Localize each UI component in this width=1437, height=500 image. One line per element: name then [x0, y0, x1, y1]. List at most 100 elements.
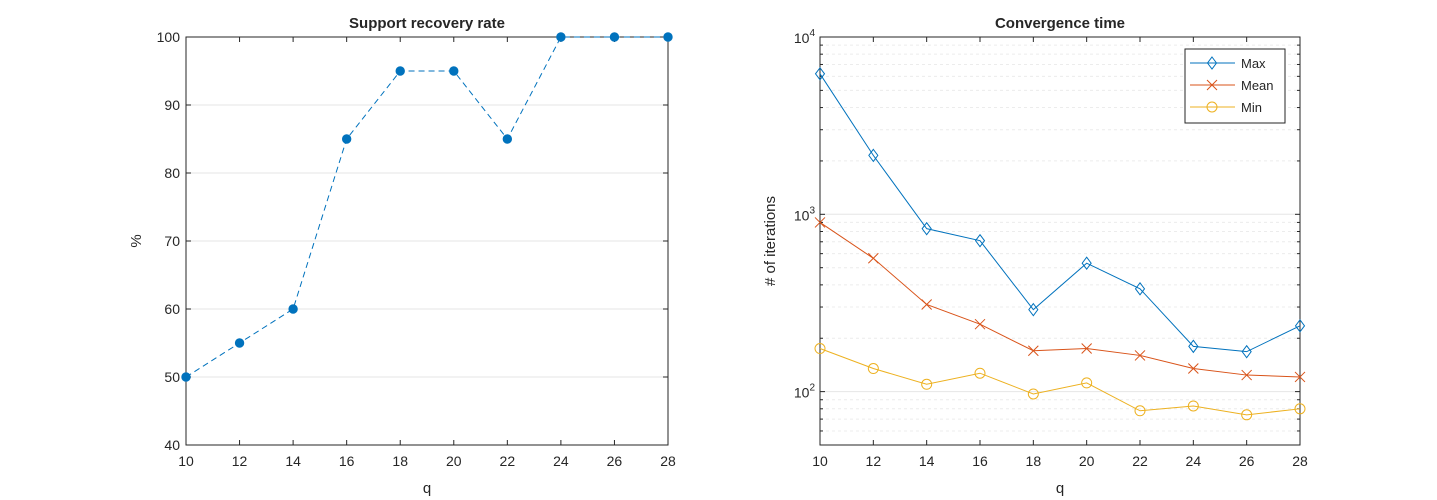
data-point	[1081, 343, 1093, 354]
y-tick-label: 102	[794, 383, 816, 401]
x-tick-label: 18	[392, 453, 408, 469]
legend-marker	[1206, 101, 1218, 113]
y-tick-exponent: 4	[809, 28, 815, 39]
data-point	[921, 378, 933, 390]
data-point	[609, 32, 620, 42]
x-tick-label: 14	[285, 453, 301, 469]
data-point	[663, 32, 673, 42]
x-tick-label: 12	[232, 453, 248, 469]
x-axis-label: q	[423, 480, 431, 497]
y-tick-label: 104	[794, 28, 816, 46]
x-tick-label: 22	[500, 453, 516, 469]
data-point	[341, 134, 352, 144]
data-point	[1027, 388, 1039, 400]
data-point	[1134, 281, 1146, 296]
axes-box	[819, 36, 1301, 446]
legend-label: Mean	[1241, 78, 1274, 93]
x-tick-label: 26	[1239, 453, 1255, 469]
y-tick-label: 60	[164, 301, 180, 317]
x-tick-label: 22	[1132, 453, 1148, 469]
data-point	[449, 66, 459, 76]
x-tick-label: 16	[339, 453, 355, 469]
series-mean	[814, 217, 1306, 383]
series-line	[819, 348, 1301, 416]
legend-box	[1184, 48, 1286, 124]
data-point	[974, 233, 986, 248]
data-point	[974, 318, 986, 330]
x-tick-label: 10	[812, 453, 828, 469]
data-point	[1241, 344, 1252, 359]
series-line	[819, 222, 1301, 378]
data-point	[814, 217, 826, 228]
legend-marker	[1206, 79, 1218, 91]
x-tick-label: 24	[1186, 453, 1202, 469]
x-axis-label: q	[1056, 480, 1064, 497]
series-line	[819, 73, 1301, 353]
y-tick-label: 40	[164, 437, 180, 453]
data-point	[181, 372, 191, 382]
x-tick-label: 10	[178, 453, 194, 469]
data-point	[921, 221, 932, 236]
data-point	[1134, 405, 1146, 417]
y-axis-label: %	[128, 234, 145, 247]
y-tick-label: 100	[157, 29, 181, 45]
data-point	[1294, 318, 1306, 333]
y-tick-base: 10	[794, 385, 810, 401]
data-point	[1028, 302, 1039, 317]
legend-label: Max	[1241, 56, 1266, 71]
legend-marker	[1206, 56, 1218, 70]
y-axis-label: # of iterations	[762, 196, 779, 286]
data-point	[1187, 400, 1199, 412]
chart-title: Convergence time	[995, 15, 1125, 32]
data-point	[234, 338, 245, 348]
x-tick-label: 18	[1026, 453, 1042, 469]
convergence-time-panel: 10 12 14 16 18 20 22 24 26 28102103104Convergence…	[762, 15, 1308, 497]
x-tick-label: 12	[866, 453, 882, 469]
legend: Max Mean Min	[1184, 48, 1286, 124]
x-tick-label: 26	[607, 453, 623, 469]
chart-title: Support recovery rate	[349, 15, 505, 32]
data-point	[1081, 377, 1093, 389]
data-point	[1294, 371, 1306, 383]
series-max	[814, 66, 1306, 359]
y-tick-base: 10	[794, 30, 810, 46]
data-point	[814, 66, 826, 81]
x-tick-label: 14	[919, 453, 935, 469]
series-line	[185, 36, 668, 378]
y-tick-label: 90	[164, 97, 180, 113]
data-point	[556, 32, 566, 42]
x-tick-label: 28	[1292, 453, 1308, 469]
data-point	[1187, 363, 1199, 374]
data-point	[1134, 350, 1146, 361]
data-point	[1294, 403, 1306, 415]
x-tick-label: 20	[446, 453, 462, 469]
data-point	[814, 343, 826, 355]
data-point	[974, 367, 986, 379]
y-tick-exponent: 3	[809, 205, 815, 216]
series-0	[181, 32, 673, 382]
data-point	[288, 304, 298, 314]
data-point	[867, 363, 879, 375]
data-point	[1188, 339, 1199, 354]
y-tick-label: 103	[794, 205, 816, 223]
x-tick-label: 16	[972, 453, 988, 469]
x-tick-label: 20	[1079, 453, 1095, 469]
data-point	[921, 299, 933, 310]
data-point	[1241, 369, 1253, 381]
data-point	[395, 66, 405, 76]
y-tick-exponent: 2	[809, 383, 815, 394]
support-recovery-panel: 10 12 14 16 18 20 22 24 26 28 40 50 60 70 80 90 100 Suppo…	[128, 15, 676, 497]
y-tick-label: 50	[164, 369, 180, 385]
y-tick-label: 80	[164, 165, 180, 181]
x-tick-label: 24	[553, 453, 569, 469]
data-point	[1081, 256, 1092, 271]
x-tick-label: 28	[660, 453, 676, 469]
data-point	[868, 148, 879, 163]
y-tick-base: 10	[794, 207, 810, 223]
data-point	[1241, 409, 1253, 421]
series-min	[814, 343, 1306, 421]
y-tick-label: 70	[164, 233, 180, 249]
data-point	[1027, 345, 1039, 357]
data-point	[867, 252, 879, 264]
